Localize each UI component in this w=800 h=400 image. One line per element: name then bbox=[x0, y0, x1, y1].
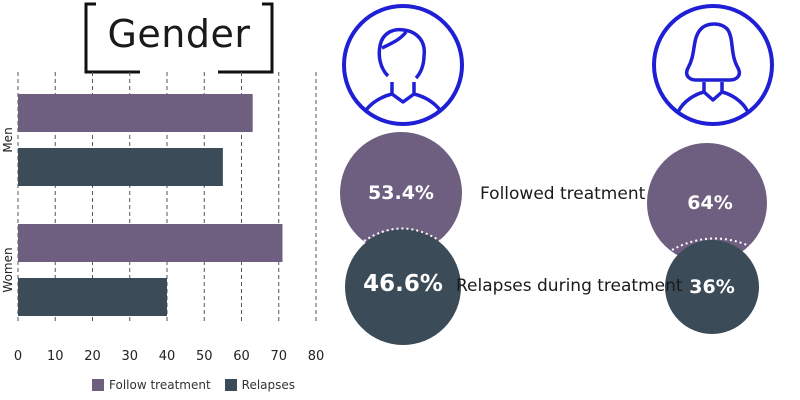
men-divider bbox=[363, 227, 441, 242]
legend-item-follow: Follow treatment bbox=[92, 378, 211, 392]
category-label: Men bbox=[1, 127, 15, 152]
male-avatar-icon bbox=[342, 4, 464, 126]
x-tick-label: 70 bbox=[270, 349, 287, 364]
x-tick-label: 50 bbox=[196, 349, 213, 364]
bar-men-0 bbox=[18, 94, 253, 132]
x-tick-label: 30 bbox=[121, 349, 138, 364]
legend-swatch-follow bbox=[92, 379, 104, 391]
chart-title: Gender bbox=[107, 12, 251, 56]
women-relapses-value: 36% bbox=[689, 276, 735, 298]
legend-label-relapses: Relapses bbox=[241, 378, 296, 392]
x-tick-label: 40 bbox=[159, 349, 176, 364]
comparison-circles bbox=[340, 132, 767, 345]
x-tick-label: 80 bbox=[308, 349, 325, 364]
female-avatar-icon bbox=[652, 4, 774, 126]
women-followed-value: 64% bbox=[687, 192, 733, 214]
followed-treatment-label: Followed treatment bbox=[480, 184, 646, 204]
x-tick-label: 60 bbox=[233, 349, 250, 364]
title-brackets bbox=[84, 2, 274, 74]
bar-women-0 bbox=[18, 224, 283, 262]
chart-legend: Follow treatment Relapses bbox=[92, 378, 309, 392]
title-frame: Gender bbox=[82, 2, 276, 74]
legend-swatch-relapses bbox=[224, 379, 237, 391]
bar-men-1 bbox=[18, 148, 223, 186]
legend-label-follow: Follow treatment bbox=[109, 378, 211, 392]
bar-chart: 0 10 20 30 40 50 60 70 80 Men Women bbox=[1, 72, 325, 364]
relapses-treatment-label: Relapses during treatment bbox=[456, 276, 683, 296]
men-followed-circle bbox=[340, 132, 462, 254]
x-tick-label: 0 bbox=[14, 349, 22, 364]
bar-women-1 bbox=[18, 278, 167, 316]
x-tick-label: 10 bbox=[47, 349, 64, 364]
women-relapses-circle bbox=[665, 240, 759, 334]
women-divider bbox=[671, 237, 755, 251]
men-relapses-value: 46.6% bbox=[363, 271, 443, 297]
men-relapses-circle bbox=[345, 229, 461, 345]
legend-item-relapses: Relapses bbox=[224, 378, 296, 392]
category-label: Women bbox=[1, 247, 15, 292]
x-tick-label: 20 bbox=[84, 349, 101, 364]
men-followed-value: 53.4% bbox=[368, 182, 434, 204]
women-followed-circle bbox=[647, 143, 767, 263]
